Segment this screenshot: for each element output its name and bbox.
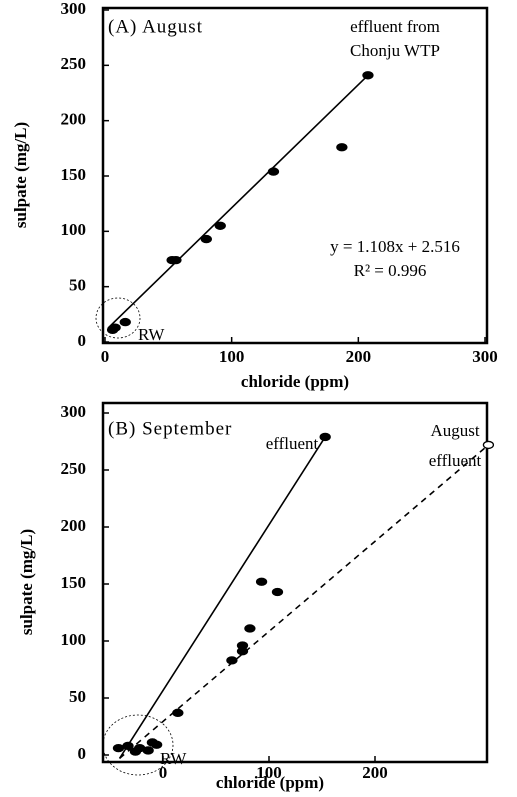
y-tick-label: 200 bbox=[61, 110, 87, 129]
x-tick-label: 0 bbox=[159, 763, 168, 782]
point bbox=[142, 746, 154, 755]
point bbox=[255, 577, 268, 586]
y-tick-label: 250 bbox=[61, 54, 87, 73]
rw-circle bbox=[102, 714, 174, 776]
annotation: effluent from bbox=[350, 17, 440, 36]
point bbox=[119, 317, 131, 327]
annotation: RW bbox=[160, 749, 187, 768]
x-tick-label: 100 bbox=[256, 763, 282, 782]
y-tick-label: 50 bbox=[69, 276, 86, 295]
y-tick-label: 300 bbox=[61, 0, 87, 18]
y-tick-label: 100 bbox=[61, 630, 87, 649]
chart-title: (A) August bbox=[108, 16, 203, 37]
x-tick-label: 200 bbox=[346, 347, 372, 366]
point bbox=[236, 647, 249, 656]
x-axis-label: chloride (ppm) bbox=[216, 773, 324, 792]
y-tick-label: 0 bbox=[78, 744, 87, 763]
point bbox=[362, 71, 374, 80]
point bbox=[319, 432, 331, 442]
y-tick-label: 150 bbox=[61, 573, 87, 592]
point bbox=[214, 221, 226, 230]
x-axis-label: chloride (ppm) bbox=[241, 372, 349, 391]
point bbox=[271, 587, 284, 597]
annotation: Chonju WTP bbox=[350, 41, 440, 60]
y-axis-label: sulpate (mg/L) bbox=[11, 122, 30, 228]
annotation: RW bbox=[138, 325, 165, 344]
x-tick-label: 0 bbox=[101, 347, 110, 366]
chart-title: (B) September bbox=[108, 418, 232, 439]
y-tick-label: 150 bbox=[61, 165, 87, 184]
y-tick-label: 250 bbox=[61, 459, 87, 478]
point bbox=[482, 440, 495, 450]
fit-line bbox=[118, 436, 326, 759]
annotation: R² = 0.996 bbox=[354, 261, 427, 280]
point bbox=[172, 708, 184, 717]
y-tick-label: 100 bbox=[61, 220, 87, 239]
y-tick-label: 300 bbox=[61, 402, 87, 421]
annotation: effluent bbox=[429, 451, 482, 470]
rw-circle bbox=[95, 297, 141, 339]
y-tick-label: 50 bbox=[69, 687, 86, 706]
point bbox=[244, 624, 256, 633]
x-tick-label: 300 bbox=[472, 347, 498, 366]
annotation: August bbox=[430, 421, 479, 440]
point bbox=[122, 741, 134, 751]
y-tick-label: 200 bbox=[61, 516, 87, 535]
point bbox=[129, 747, 142, 756]
point bbox=[150, 740, 163, 749]
x-tick-label: 100 bbox=[219, 347, 245, 366]
y-axis-label: sulpate (mg/L) bbox=[17, 529, 36, 635]
y-tick-label: 0 bbox=[78, 331, 87, 350]
point bbox=[267, 167, 280, 176]
point bbox=[226, 656, 238, 665]
fit-line bbox=[107, 74, 369, 329]
x-tick-label: 200 bbox=[362, 763, 388, 782]
annotation: effluent bbox=[266, 434, 319, 453]
point bbox=[166, 255, 178, 265]
point bbox=[112, 744, 125, 753]
annotation: y = 1.108x + 2.516 bbox=[330, 237, 460, 256]
plot-frame bbox=[101, 401, 489, 764]
point bbox=[106, 325, 119, 334]
point bbox=[200, 234, 212, 244]
point bbox=[336, 143, 348, 152]
fit-line bbox=[119, 444, 489, 760]
